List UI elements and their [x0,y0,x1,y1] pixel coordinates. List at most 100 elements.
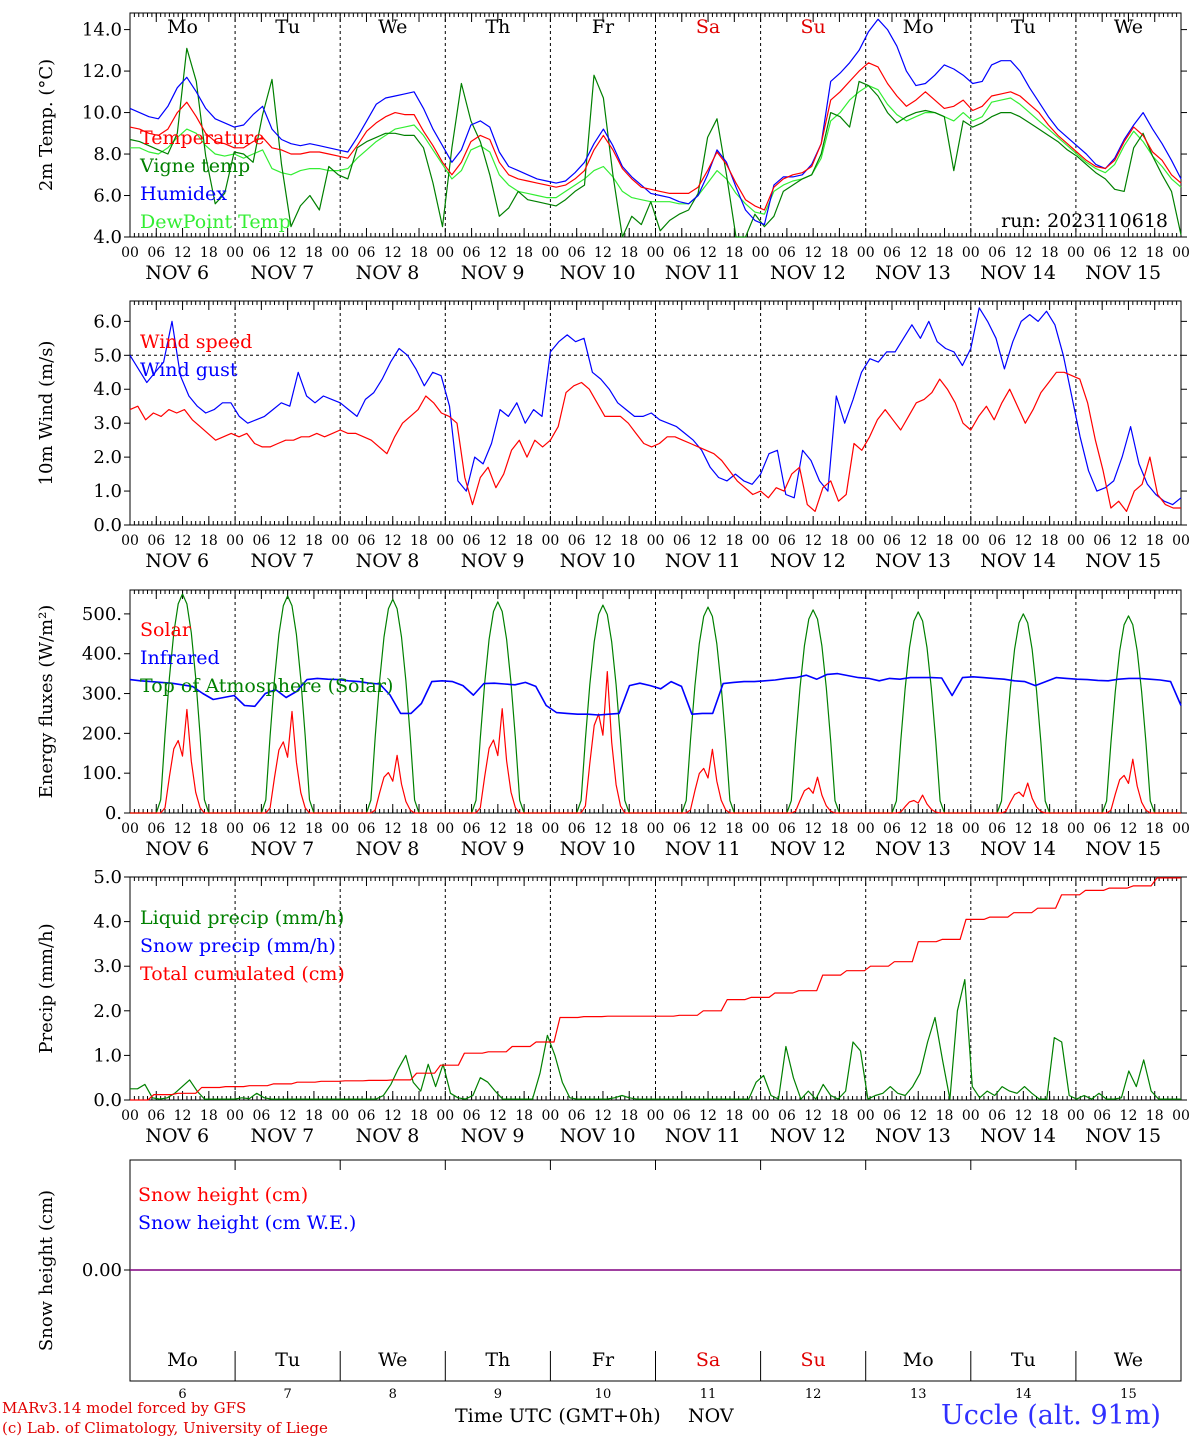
y-tick-label: 300. [82,684,122,705]
legend-entry: Total cumulated (cm) [140,963,345,985]
weekday-label: Mo [903,1349,934,1371]
date-label: NOV 12 [770,262,846,284]
weekday-label: Mo [167,1349,198,1371]
hour-tick-label: 12 [384,533,402,549]
hour-tick-label: 12 [804,533,822,549]
hour-tick-label: 06 [147,245,165,261]
y-tick-label: 8.0 [93,144,122,165]
hour-tick-label: 18 [515,533,533,549]
y-tick-label: 0.00 [82,1260,122,1281]
hour-tick-label: 06 [252,533,270,549]
hour-tick-label: 18 [410,821,428,837]
hour-tick-label: 00 [857,533,875,549]
hour-tick-label: 00 [121,821,139,837]
hour-tick-label: 00 [1067,821,1085,837]
hour-tick-label: 06 [778,821,796,837]
date-label: NOV 12 [770,550,846,572]
date-label: NOV 6 [145,550,209,572]
date-label: NOV 11 [665,550,741,572]
hour-tick-label: 06 [778,1108,796,1124]
date-label: NOV 12 [770,838,846,860]
hour-tick-label: 06 [673,1108,691,1124]
y-tick-label: 4.0 [93,379,122,400]
hour-tick-label: 06 [673,245,691,261]
hour-tick-label: 12 [909,821,927,837]
run-annotation: run: 2023110618 [1001,210,1168,232]
day-number-label: 11 [700,1387,717,1402]
hour-tick-label: 00 [962,245,980,261]
hour-tick-label: 18 [831,821,849,837]
hour-tick-label: 12 [1014,1108,1032,1124]
hour-tick-label: 00 [226,1108,244,1124]
hour-tick-label: 00 [226,821,244,837]
hour-tick-label: 06 [1093,821,1111,837]
date-label: NOV 8 [356,838,420,860]
hour-tick-label: 12 [699,1108,717,1124]
hour-tick-label: 06 [463,1108,481,1124]
hour-tick-label: 00 [962,1108,980,1124]
hour-tick-label: 12 [489,821,507,837]
series-line-3 [130,84,1182,215]
date-label: NOV 7 [251,262,315,284]
date-label: NOV 9 [461,262,525,284]
hour-tick-label: 18 [831,1108,849,1124]
hour-tick-label: 00 [1172,245,1190,261]
hour-tick-label: 00 [647,821,665,837]
y-axis-label: 10m Wind (m/s) [36,341,57,486]
hour-tick-label: 00 [436,1108,454,1124]
legend-entry: Snow precip (mm/h) [140,935,336,957]
hour-tick-label: 12 [279,821,297,837]
hour-tick-label: 00 [436,533,454,549]
date-label: NOV 14 [980,838,1056,860]
hour-tick-label: 12 [489,245,507,261]
y-tick-label: 500. [82,604,122,625]
legend-entry: Snow height (cm) [138,1184,308,1206]
hour-tick-label: 06 [988,533,1006,549]
hour-tick-label: 18 [410,533,428,549]
hour-tick-label: 18 [1041,533,1059,549]
hour-tick-label: 00 [1172,821,1190,837]
legend-entry: Top of Atmosphere (Solar) [140,675,393,697]
hour-tick-label: 00 [226,533,244,549]
hour-tick-label: 06 [1093,1108,1111,1124]
hour-tick-label: 18 [620,245,638,261]
hour-tick-label: 18 [936,1108,954,1124]
hour-tick-label: 12 [174,245,192,261]
date-label: NOV 13 [875,838,951,860]
hour-tick-label: 00 [121,1108,139,1124]
date-label: NOV 15 [1085,838,1161,860]
date-label: NOV 10 [560,262,636,284]
hour-tick-label: 18 [305,533,323,549]
hour-tick-label: 00 [331,533,349,549]
hour-tick-label: 00 [1067,245,1085,261]
y-tick-label: 10.0 [82,103,122,124]
y-tick-label: 12.0 [82,61,122,82]
x-axis-label: Time UTC (GMT+0h) [455,1405,661,1427]
hour-tick-label: 18 [725,821,743,837]
hour-tick-label: 18 [620,533,638,549]
series-line-2 [129,18,1182,226]
date-label: NOV 8 [356,550,420,572]
date-label: NOV 13 [875,1125,951,1147]
hour-tick-label: 12 [1120,533,1138,549]
hour-tick-label: 06 [673,533,691,549]
hour-tick-label: 12 [384,245,402,261]
weekday-label: Th [485,1349,510,1371]
hour-tick-label: 12 [909,245,927,261]
hour-tick-label: 18 [305,1108,323,1124]
hour-tick-label: 12 [489,533,507,549]
hour-tick-label: 06 [358,245,376,261]
hour-tick-label: 06 [778,533,796,549]
weekday-label: We [1114,16,1143,38]
hour-tick-label: 00 [857,821,875,837]
hour-tick-label: 18 [936,245,954,261]
y-tick-label: 400. [82,644,122,665]
weekday-label: Th [485,16,510,38]
hour-tick-label: 18 [200,821,218,837]
hour-tick-label: 12 [279,245,297,261]
hour-tick-label: 18 [620,821,638,837]
hour-tick-label: 00 [647,245,665,261]
hour-tick-label: 00 [121,245,139,261]
weekday-label: Su [801,1349,826,1371]
hour-tick-label: 06 [883,821,901,837]
